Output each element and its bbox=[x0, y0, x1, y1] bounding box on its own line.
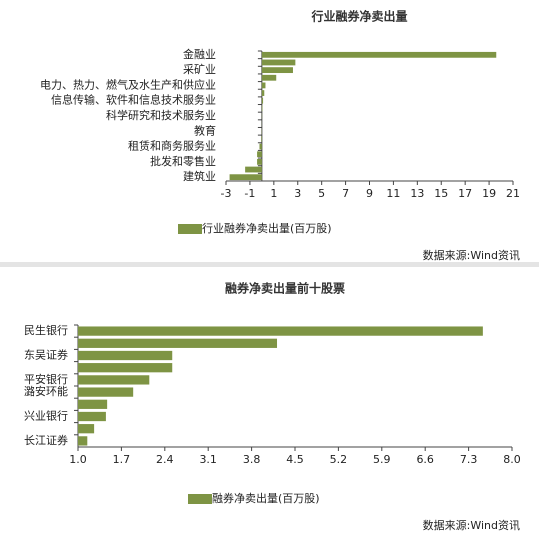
x-tick-label: 11 bbox=[386, 187, 400, 200]
bar bbox=[259, 143, 262, 150]
bar bbox=[257, 158, 262, 165]
source: 数据来源:Wind资讯 bbox=[423, 248, 520, 262]
bar bbox=[78, 411, 106, 422]
divider bbox=[0, 262, 539, 267]
bar bbox=[78, 375, 150, 385]
x-tick-label: 5.2 bbox=[330, 453, 348, 466]
x-tick-label: 13 bbox=[410, 187, 424, 200]
bar bbox=[261, 74, 277, 81]
y-tick-label: 租赁和商务服务业 bbox=[128, 139, 216, 153]
y-tick-label: 东吴证券 bbox=[24, 348, 68, 362]
y-tick-label: 电力、热力、燃气及水生产和供应业 bbox=[40, 77, 216, 91]
bar bbox=[78, 436, 88, 446]
legend-label: 行业融券净卖出量(百万股) bbox=[202, 221, 332, 235]
y-tick-label: 批发和零售业 bbox=[150, 154, 216, 168]
bar bbox=[229, 174, 262, 181]
x-tick-label: 1.7 bbox=[113, 453, 131, 466]
bar bbox=[78, 338, 278, 348]
x-tick-label: -1 bbox=[244, 187, 255, 200]
bar bbox=[261, 59, 296, 66]
legend-label: 融券净卖出量(百万股) bbox=[212, 491, 320, 505]
x-tick-label: 3.8 bbox=[243, 453, 261, 466]
x-tick-label: 17 bbox=[458, 187, 472, 200]
y-tick-label: 金融业 bbox=[183, 47, 216, 61]
bar bbox=[78, 424, 95, 434]
bar bbox=[78, 350, 173, 361]
y-tick-label: 潞安环能 bbox=[24, 384, 68, 398]
x-tick-label: 6.6 bbox=[416, 453, 434, 466]
y-tick-label: 教育 bbox=[194, 123, 216, 137]
x-tick-label: 5 bbox=[318, 187, 325, 200]
y-tick-label: 民生银行 bbox=[24, 323, 68, 337]
y-tick-label: 平安银行 bbox=[24, 372, 68, 386]
y-tick-label: 建筑业 bbox=[183, 169, 216, 183]
bar bbox=[261, 90, 265, 96]
chart-title: 行业融券净卖出量 bbox=[310, 9, 407, 24]
y-tick-label: 兴业银行 bbox=[24, 409, 68, 423]
x-tick-label: 15 bbox=[434, 187, 448, 200]
legend-swatch bbox=[178, 224, 202, 234]
legend-swatch bbox=[188, 494, 212, 504]
x-tick-label: -3 bbox=[221, 187, 232, 200]
bar bbox=[257, 151, 262, 158]
chart-title: 融券净卖出量前十股票 bbox=[225, 281, 345, 296]
bar bbox=[261, 67, 293, 74]
x-tick-label: 2.4 bbox=[156, 453, 174, 466]
x-tick-label: 7 bbox=[342, 187, 349, 200]
x-tick-label: 3 bbox=[294, 187, 301, 200]
bar bbox=[78, 363, 173, 373]
x-tick-label: 3.1 bbox=[199, 453, 217, 466]
bar bbox=[261, 82, 266, 89]
x-tick-label: 8.0 bbox=[503, 453, 521, 466]
y-tick-label: 科学研究和技术服务业 bbox=[106, 108, 216, 122]
x-tick-label: 9 bbox=[366, 187, 373, 200]
x-tick-label: 21 bbox=[506, 187, 520, 200]
y-tick-label: 信息传输、软件和信息技术服务业 bbox=[51, 93, 216, 107]
bar bbox=[261, 97, 264, 104]
bar bbox=[261, 105, 263, 112]
bar bbox=[78, 326, 483, 336]
y-tick-label: 长江证券 bbox=[24, 433, 68, 447]
x-tick-label: 5.9 bbox=[373, 453, 391, 466]
bar bbox=[78, 387, 134, 397]
bar bbox=[78, 399, 108, 409]
x-tick-label: 7.3 bbox=[460, 453, 478, 466]
x-tick-label: 19 bbox=[482, 187, 496, 200]
y-tick-label: 采矿业 bbox=[183, 63, 216, 76]
bar bbox=[245, 166, 262, 173]
x-tick-label: 1.0 bbox=[69, 453, 87, 466]
source: 数据来源:Wind资讯 bbox=[423, 518, 520, 532]
x-tick-label: 1 bbox=[270, 187, 277, 200]
x-tick-label: 4.5 bbox=[286, 453, 304, 466]
bar bbox=[261, 136, 262, 142]
bar bbox=[261, 51, 497, 58]
